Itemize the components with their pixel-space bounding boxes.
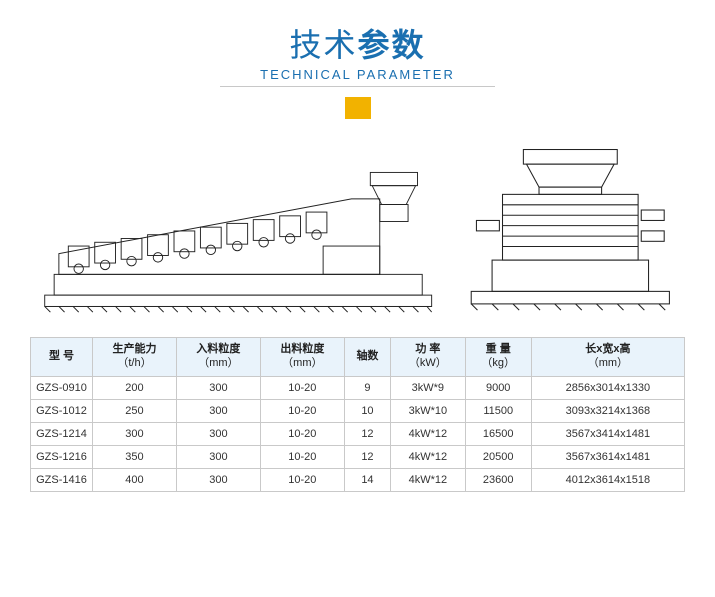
table-header-unit: （mm） (263, 357, 342, 371)
table-cell: 14 (344, 468, 390, 491)
table-cell: 3567x3414x1481 (531, 422, 684, 445)
table-header-7: 长x宽x高 （mm） (531, 338, 684, 377)
table-cell: 300 (176, 422, 260, 445)
table-cell: 10 (344, 399, 390, 422)
table-cell: GZS-1216 (31, 445, 93, 468)
title-cn-bold: 参数 (358, 27, 426, 63)
table-cell: 350 (93, 445, 177, 468)
diagram-side-view (40, 163, 436, 319)
table-cell: 200 (93, 376, 177, 399)
table-cell: 10-20 (260, 422, 344, 445)
table-cell: 3kW*9 (391, 376, 466, 399)
accent-square (345, 97, 371, 119)
table-row: GZS-141640030010-20144kW*12236004012x361… (31, 468, 685, 491)
table-cell: 12 (344, 445, 390, 468)
table-cell: 10-20 (260, 399, 344, 422)
table-cell: 10-20 (260, 468, 344, 491)
table-row: GZS-121430030010-20124kW*12165003567x341… (31, 422, 685, 445)
table-row: GZS-101225030010-20103kW*10115003093x321… (31, 399, 685, 422)
table-cell: GZS-1012 (31, 399, 93, 422)
table-cell: GZS-1214 (31, 422, 93, 445)
table-cell: 4kW*12 (391, 422, 466, 445)
diagram-area (30, 137, 685, 337)
table-header-unit: （kW） (393, 357, 463, 371)
table-cell: 10-20 (260, 445, 344, 468)
table-cell: 4012x3614x1518 (531, 468, 684, 491)
table-cell: 300 (176, 376, 260, 399)
page-container: 技术参数 TECHNICAL PARAMETER (0, 0, 715, 492)
table-cell: GZS-0910 (31, 376, 93, 399)
table-cell: 10-20 (260, 376, 344, 399)
table-cell: 4kW*12 (391, 445, 466, 468)
table-header-2: 入料粒度 （mm） (176, 338, 260, 377)
table-cell: 9000 (465, 376, 531, 399)
table-header-1: 生产能力 （t/h） (93, 338, 177, 377)
table-header-unit: （kg） (468, 357, 529, 371)
table-cell: 300 (176, 445, 260, 468)
spec-table-body: GZS-091020030010-2093kW*990002856x3014x1… (31, 376, 685, 491)
title-block: 技术参数 TECHNICAL PARAMETER (30, 20, 685, 87)
table-header-label: 出料粒度 (280, 343, 324, 355)
table-cell: 3kW*10 (391, 399, 466, 422)
title-chinese: 技术参数 (30, 20, 685, 66)
spec-table: 型 号生产能力（t/h）入料粒度（mm）出料粒度（mm）轴数功 率（kW）重 量… (30, 337, 685, 492)
title-cn-light: 技术 (289, 27, 357, 63)
table-header-6: 重 量 （kg） (465, 338, 531, 377)
table-cell: 300 (176, 468, 260, 491)
table-header-unit: （mm） (534, 357, 682, 371)
table-cell: 12 (344, 422, 390, 445)
table-header-0: 型 号 (31, 338, 93, 377)
table-cell: 400 (93, 468, 177, 491)
table-cell: 16500 (465, 422, 531, 445)
table-cell: 20500 (465, 445, 531, 468)
table-cell: 23600 (465, 468, 531, 491)
table-cell: GZS-1416 (31, 468, 93, 491)
table-cell: 250 (93, 399, 177, 422)
table-header-label: 型 号 (49, 350, 74, 362)
table-header-4: 轴数 (344, 338, 390, 377)
table-header-label: 轴数 (356, 350, 378, 362)
table-header-label: 长x宽x高 (585, 343, 630, 355)
table-cell: 3093x3214x1368 (531, 399, 684, 422)
table-cell: 300 (93, 422, 177, 445)
title-english: TECHNICAL PARAMETER (220, 65, 495, 87)
table-header-unit: （t/h） (95, 357, 174, 371)
table-cell: 2856x3014x1330 (531, 376, 684, 399)
table-header-3: 出料粒度 （mm） (260, 338, 344, 377)
table-header-label: 生产能力 (112, 343, 156, 355)
front-view-svg (466, 137, 675, 314)
spec-table-head: 型 号生产能力（t/h）入料粒度（mm）出料粒度（mm）轴数功 率（kW）重 量… (31, 338, 685, 377)
table-cell: 300 (176, 399, 260, 422)
diagram-front-view (466, 137, 675, 319)
table-header-label: 入料粒度 (196, 343, 240, 355)
roll-units (68, 212, 327, 273)
table-cell: 3567x3614x1481 (531, 445, 684, 468)
side-view-svg (40, 163, 436, 314)
table-header-5: 功 率 （kW） (391, 338, 466, 377)
table-cell: 4kW*12 (391, 468, 466, 491)
table-row: GZS-121635030010-20124kW*12205003567x361… (31, 445, 685, 468)
table-row: GZS-091020030010-2093kW*990002856x3014x1… (31, 376, 685, 399)
table-cell: 9 (344, 376, 390, 399)
table-cell: 11500 (465, 399, 531, 422)
table-header-unit: （mm） (179, 357, 258, 371)
table-header-label: 功 率 (415, 343, 440, 355)
table-header-label: 重 量 (486, 343, 511, 355)
